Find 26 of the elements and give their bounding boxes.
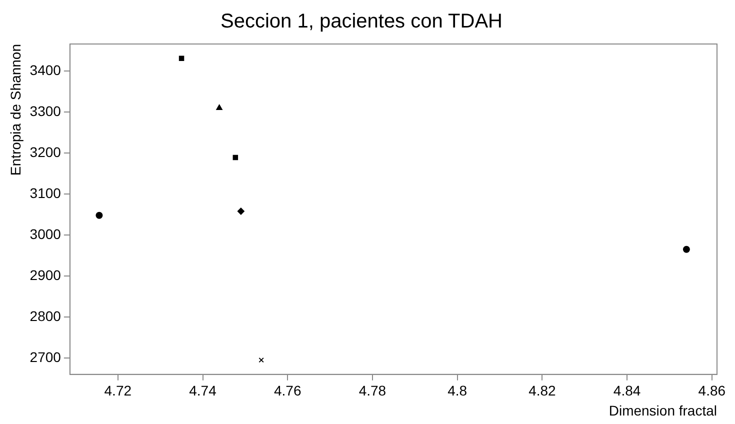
x-tick-label: 4.76 — [274, 382, 302, 399]
point — [232, 154, 238, 160]
y-axis-title: Entropia de Shannon — [7, 44, 24, 176]
x-tick-label: 4.84 — [613, 382, 641, 399]
x-tick-label: 4.78 — [358, 382, 386, 399]
chart-title: Seccion 1, pacientes con TDAH — [220, 10, 503, 33]
x-tick-label: 4.74 — [189, 382, 217, 399]
y-tick-label: 2800 — [30, 308, 62, 324]
y-tick-label: 3100 — [30, 184, 62, 201]
point — [96, 212, 103, 219]
x-tick-label: 4.8 — [448, 382, 468, 399]
point — [237, 208, 244, 215]
y-tick-label: 3000 — [30, 226, 62, 242]
x-tick-label: 4.86 — [698, 382, 726, 399]
y-tick-label: 3300 — [30, 102, 62, 119]
point — [178, 56, 184, 61]
y-tick-label: 3400 — [30, 62, 62, 78]
y-tick-label: 2700 — [30, 348, 62, 365]
x-axis-title: Dimension fractal — [608, 402, 717, 418]
point — [682, 246, 690, 253]
point — [216, 104, 222, 110]
point — [258, 357, 264, 363]
x-tick-label: 4.82 — [528, 382, 556, 399]
y-tick-label: 3200 — [30, 144, 62, 160]
y-tick-label: 2900 — [30, 266, 62, 283]
x-tick-label: 4.72 — [104, 382, 132, 399]
